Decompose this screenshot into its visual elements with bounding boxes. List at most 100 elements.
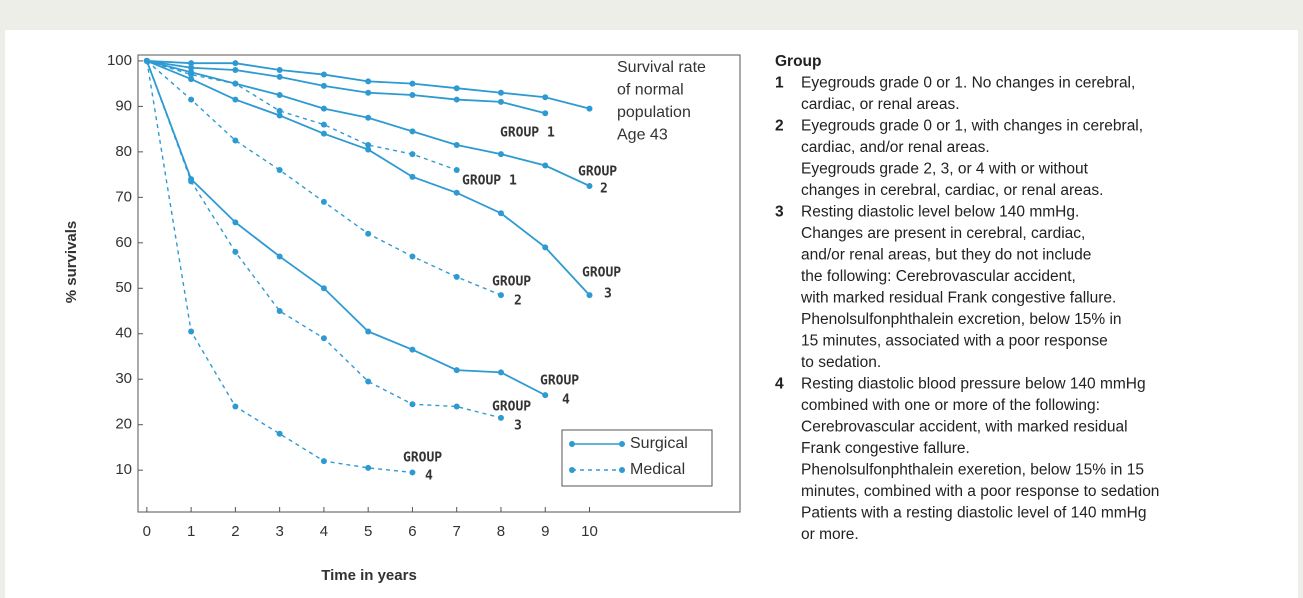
side-text: to sedation. <box>801 354 881 371</box>
y-tick-label: 70 <box>115 188 132 205</box>
data-point <box>542 244 549 251</box>
data-point <box>276 107 283 114</box>
side-text: 15 minutes, associated with a poor respo… <box>801 333 1108 350</box>
y-axis-label: % survivals <box>63 221 80 304</box>
side-text: Resting diastolic blood pressure below 1… <box>801 376 1146 393</box>
annotation: GROUP <box>540 374 579 389</box>
side-text: combined with one or more of the followi… <box>801 397 1100 414</box>
side-text: the following: Cerebrovascular accident, <box>801 268 1076 285</box>
data-point <box>542 110 549 117</box>
side-text: with marked residual Frank congestive fa… <box>800 290 1116 307</box>
x-tick-label: 5 <box>364 523 372 540</box>
x-axis-label: Time in years <box>321 567 417 584</box>
y-tick-label: 20 <box>115 416 132 433</box>
data-point <box>143 57 150 64</box>
data-point <box>320 71 327 78</box>
card <box>5 30 1298 598</box>
side-text: Eyegrouds grade 0 or 1. No changes in ce… <box>801 75 1135 92</box>
annotation: 2 <box>600 182 608 197</box>
data-point <box>276 308 283 315</box>
data-point <box>276 67 283 74</box>
data-point <box>232 80 239 87</box>
data-point <box>453 85 460 92</box>
data-point <box>409 253 416 260</box>
annotation: population <box>617 104 691 121</box>
annotation: 2 <box>514 294 522 309</box>
side-text: Eyegrouds grade 0 or 1, with changes in … <box>801 118 1143 135</box>
side-number: 3 <box>775 204 784 221</box>
side-text: Phenolsulfonphthalein exeretion, below 1… <box>801 462 1144 479</box>
y-tick-label: 90 <box>115 97 132 114</box>
x-tick-label: 9 <box>541 523 549 540</box>
data-point <box>232 137 239 144</box>
data-point <box>320 198 327 205</box>
data-point <box>365 146 372 153</box>
legend-dot <box>569 467 575 473</box>
data-point <box>320 105 327 112</box>
data-point <box>497 292 504 299</box>
annotation: 4 <box>562 393 570 408</box>
data-point <box>365 464 372 471</box>
data-point <box>276 253 283 260</box>
y-tick-label: 60 <box>115 234 132 251</box>
data-point <box>409 173 416 180</box>
data-point <box>497 151 504 158</box>
data-point <box>497 369 504 376</box>
data-point <box>188 64 195 71</box>
data-point <box>188 96 195 103</box>
data-point <box>232 219 239 226</box>
annotation: 3 <box>604 287 612 302</box>
side-text: Frank congestive fallure. <box>801 440 970 457</box>
annotation: Age 43 <box>617 127 668 144</box>
annotation: GROUP <box>582 266 621 281</box>
annotation: GROUP <box>578 165 617 180</box>
side-text: Cerebrovascular accident, with marked re… <box>801 419 1128 436</box>
data-point <box>542 94 549 101</box>
x-tick-label: 7 <box>453 523 461 540</box>
data-point <box>365 114 372 121</box>
annotation: GROUP <box>403 451 442 466</box>
side-text: or more. <box>801 526 859 543</box>
y-tick-label: 40 <box>115 325 132 342</box>
data-point <box>453 403 460 410</box>
data-point <box>320 285 327 292</box>
data-point <box>232 96 239 103</box>
data-point <box>365 142 372 149</box>
side-text: Resting diastolic level below 140 mmHg. <box>801 204 1079 221</box>
annotation: GROUP <box>492 275 531 290</box>
legend-dot <box>619 441 625 447</box>
data-point <box>188 60 195 67</box>
side-number: 2 <box>775 118 784 135</box>
side-text: Phenolsulfonphthalein excretion, below 1… <box>801 311 1122 328</box>
data-point <box>409 401 416 408</box>
data-point <box>276 73 283 80</box>
y-tick-label: 80 <box>115 143 132 160</box>
x-tick-label: 4 <box>320 523 328 540</box>
data-point <box>453 142 460 149</box>
x-tick-label: 10 <box>581 523 598 540</box>
annotation: of normal <box>617 82 684 99</box>
data-point <box>542 392 549 399</box>
data-point <box>365 378 372 385</box>
data-point <box>453 273 460 280</box>
legend-dot <box>569 441 575 447</box>
data-point <box>409 92 416 99</box>
data-point <box>276 430 283 437</box>
annotation: 3 <box>514 419 522 434</box>
legend-dot <box>619 467 625 473</box>
data-point <box>320 458 327 465</box>
data-point <box>497 210 504 217</box>
data-point <box>232 60 239 67</box>
data-point <box>453 189 460 196</box>
legend-label: Surgical <box>630 435 688 452</box>
side-title: Group <box>775 53 822 70</box>
data-point <box>453 367 460 374</box>
side-text: cardiac, or renal areas. <box>801 96 960 113</box>
data-point <box>188 328 195 335</box>
data-point <box>497 89 504 96</box>
legend-box <box>561 429 713 487</box>
side-text: Eyegrouds grade 2, 3, or 4 with or witho… <box>801 161 1089 178</box>
data-point <box>320 130 327 137</box>
data-point <box>409 346 416 353</box>
x-tick-label: 0 <box>143 523 151 540</box>
